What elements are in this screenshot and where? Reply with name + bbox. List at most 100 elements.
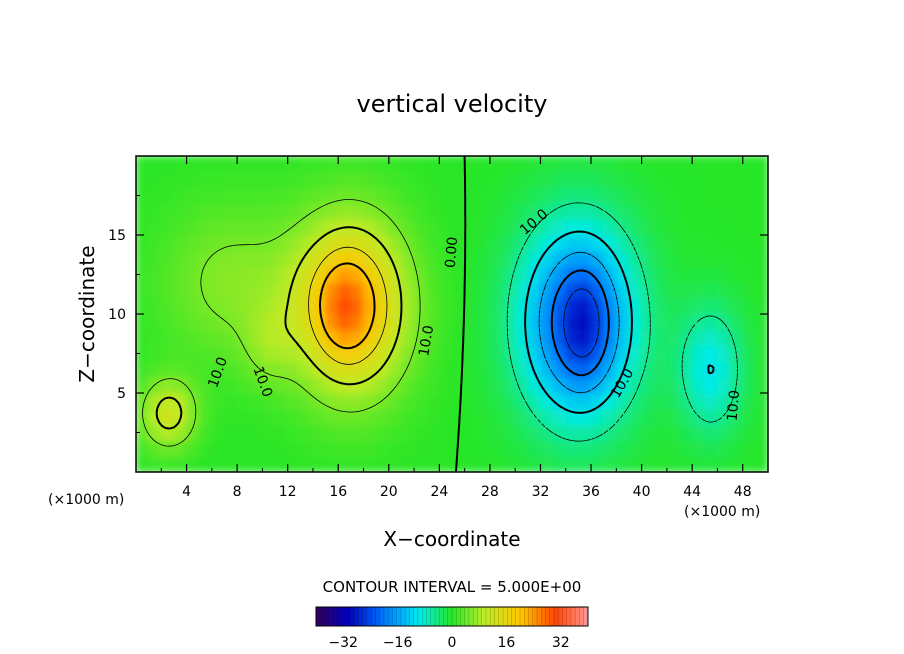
colorbar-segment <box>430 607 436 626</box>
heatmap-cell <box>236 329 251 347</box>
heatmap-cell <box>577 424 592 441</box>
heatmap-cell <box>754 202 768 220</box>
heatmap-cell <box>489 392 504 410</box>
heatmap-cell <box>426 424 440 441</box>
heatmap-cell <box>742 281 756 299</box>
heatmap-cell <box>742 360 756 378</box>
heatmap-cell <box>287 234 301 252</box>
x-tick-label: 12 <box>279 484 297 500</box>
heatmap-cell <box>653 202 668 220</box>
heatmap-cell <box>362 439 377 457</box>
colorbar-segment <box>350 607 355 626</box>
heatmap-cell <box>198 408 213 426</box>
heatmap-cell <box>691 297 706 315</box>
colorbar-segment <box>494 607 500 626</box>
heatmap-cell <box>603 329 617 347</box>
heatmap-cell <box>451 329 466 347</box>
heatmap-cell <box>476 234 491 252</box>
heatmap-cell <box>362 156 377 173</box>
heatmap-cell <box>653 329 668 347</box>
heatmap-cell <box>350 313 365 331</box>
heatmap-cell <box>666 250 681 268</box>
heatmap-cell <box>337 439 352 457</box>
heatmap-cell <box>742 424 756 441</box>
heatmap-cell <box>628 250 643 268</box>
heatmap-cell <box>678 250 693 268</box>
heatmap-cell <box>223 329 238 347</box>
heatmap-cell <box>388 297 403 315</box>
heatmap-cell <box>337 329 352 347</box>
heatmap-cell <box>615 171 630 189</box>
contour-line <box>454 156 467 472</box>
heatmap-cell <box>325 439 339 457</box>
heatmap-cell <box>716 297 731 315</box>
colorbar-segment <box>409 607 415 626</box>
heatmap-cell <box>337 156 352 173</box>
heatmap-cell <box>274 202 289 220</box>
heatmap-cell <box>261 329 276 347</box>
heatmap-cell <box>287 345 301 362</box>
heatmap-cell <box>464 218 478 236</box>
heatmap-cell <box>426 281 440 299</box>
heatmap-cell <box>413 345 428 362</box>
heatmap-cell <box>501 424 516 441</box>
heatmap-cell <box>539 424 554 441</box>
heatmap-cell <box>691 281 706 299</box>
heatmap-cell <box>198 266 213 283</box>
heatmap-cell <box>666 424 681 441</box>
heatmap-cell <box>628 266 643 283</box>
heatmap-cell <box>413 187 428 204</box>
heatmap-cell <box>527 455 542 472</box>
heatmap-cell <box>704 187 719 204</box>
colorbar-segment <box>341 607 347 626</box>
contour-line <box>506 202 738 442</box>
heatmap-cell <box>577 156 592 173</box>
colorbar-segment <box>435 607 440 626</box>
heatmap-cell <box>274 329 289 347</box>
heatmap-cell <box>426 376 440 394</box>
colorbar-segment <box>545 607 551 626</box>
heatmap-cell <box>577 376 592 394</box>
heatmap-cell <box>704 439 719 457</box>
heatmap-cell <box>641 250 655 268</box>
x-tick-label: 28 <box>481 484 499 500</box>
heatmap-cell <box>261 266 276 283</box>
heatmap-cell <box>476 171 491 189</box>
heatmap-cell <box>388 281 403 299</box>
x-tick-label: 4 <box>182 484 191 500</box>
heatmap-cell <box>754 218 768 236</box>
heatmap-cell <box>666 376 681 394</box>
heatmap-cell <box>641 297 655 315</box>
colorbar-segment <box>401 607 406 626</box>
heatmap-cell <box>666 439 681 457</box>
heatmap-cell <box>312 202 327 220</box>
heatmap-cell <box>501 360 516 378</box>
heatmap-cell <box>299 313 314 331</box>
heatmap-cell <box>742 297 756 315</box>
heatmap-cell <box>173 439 188 457</box>
heatmap-cell <box>362 392 377 410</box>
heatmap-cell <box>287 297 301 315</box>
heatmap-cell <box>413 439 428 457</box>
heatmap-cell <box>603 313 617 331</box>
heatmap-cell <box>249 360 263 378</box>
colorbar-segment <box>392 607 398 626</box>
heatmap-cell <box>426 218 440 236</box>
heatmap-cell <box>501 329 516 347</box>
colorbar-segment <box>379 607 385 626</box>
heatmap-cell <box>666 329 681 347</box>
heatmap-cell <box>136 156 150 173</box>
heatmap-cell <box>476 376 491 394</box>
heatmap-cell <box>653 218 668 236</box>
heatmap-cell <box>261 392 276 410</box>
heatmap-cell <box>603 202 617 220</box>
heatmap-cell <box>577 439 592 457</box>
heatmap-cell <box>666 392 681 410</box>
heatmap-cell <box>211 345 226 362</box>
heatmap-cell <box>565 266 579 283</box>
heatmap-cell <box>590 439 605 457</box>
heatmap-cell <box>325 250 339 268</box>
heatmap-cell <box>198 218 213 236</box>
heatmap-cell <box>704 234 719 252</box>
heatmap-cell <box>223 250 238 268</box>
